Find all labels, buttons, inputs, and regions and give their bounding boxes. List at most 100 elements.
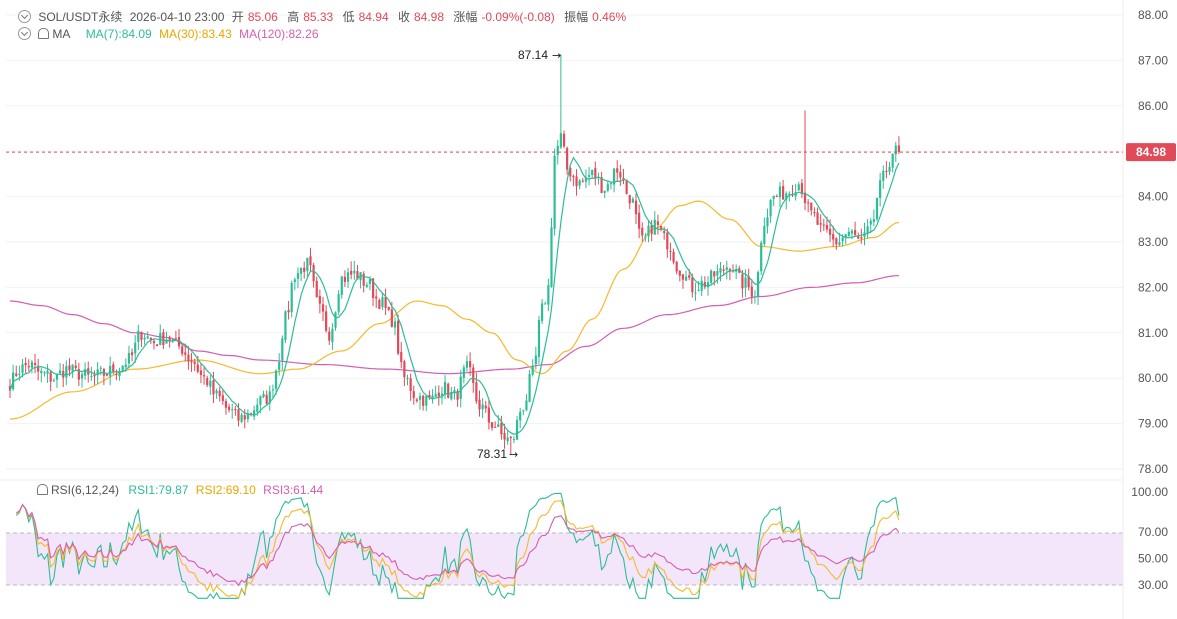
- candle-body: [134, 342, 137, 354]
- price-tick-label: 79.00: [1138, 417, 1168, 431]
- candle-body: [509, 436, 512, 439]
- ma7-line: [9, 156, 900, 435]
- candle-body: [725, 267, 728, 270]
- candle-body: [96, 369, 99, 376]
- candle-body: [475, 382, 478, 402]
- ma-indicator-name[interactable]: MA: [52, 27, 71, 41]
- candle-body: [835, 238, 838, 245]
- candle-body: [584, 177, 588, 182]
- candle-body: [678, 270, 681, 276]
- rsi-indicator-name[interactable]: RSI(6,12,24): [51, 483, 120, 497]
- chart-grid: [6, 14, 1123, 470]
- candle-body: [800, 183, 803, 195]
- candle-body: [46, 370, 49, 374]
- candle-body: [797, 184, 800, 191]
- candle-body: [187, 354, 190, 362]
- alert-bell-icon[interactable]: [37, 484, 48, 495]
- candle-body: [587, 175, 591, 177]
- svg-text:→: →: [552, 49, 561, 62]
- candle-body: [33, 362, 37, 366]
- candle-body: [168, 337, 171, 342]
- candle-body: [231, 409, 234, 411]
- ma120-line: [9, 275, 899, 375]
- candle-body: [531, 365, 534, 375]
- candle-body: [703, 282, 706, 287]
- candle-body: [356, 271, 359, 280]
- candle-body: [121, 365, 124, 372]
- price-tick-label: 80.00: [1138, 371, 1168, 385]
- chevron-down-icon[interactable]: [18, 27, 31, 40]
- candle-body: [879, 180, 882, 198]
- chevron-down-icon[interactable]: [18, 10, 31, 23]
- candle-body: [594, 168, 597, 179]
- candle-body: [694, 292, 697, 294]
- candle-body: [278, 362, 281, 370]
- rsi-tick-label: 100.00: [1131, 485, 1168, 499]
- candle-body: [8, 386, 12, 391]
- candle-body: [77, 369, 80, 380]
- ma30-legend: MA(30):83.43: [159, 27, 232, 41]
- candle-body: [350, 270, 353, 275]
- candle-body: [619, 172, 622, 178]
- candle-body: [237, 409, 240, 421]
- candle-body: [841, 237, 844, 242]
- candle-body: [234, 408, 237, 410]
- price-tick-label: 86.00: [1138, 99, 1168, 113]
- candle-body: [334, 312, 337, 328]
- candle-body: [462, 367, 465, 378]
- candle-body: [296, 273, 300, 279]
- candle-body: [315, 280, 318, 298]
- price-tick-label: 88.00: [1138, 8, 1168, 22]
- candle-body: [118, 371, 121, 376]
- candle-body: [753, 296, 757, 298]
- candle-body: [719, 268, 722, 273]
- candle-body: [872, 219, 875, 222]
- candle-body: [196, 364, 199, 372]
- candle-body: [785, 193, 788, 200]
- candles: [8, 54, 901, 455]
- candle-body: [609, 183, 613, 185]
- candle-body: [819, 223, 822, 225]
- price-tick-label: 84.00: [1138, 190, 1168, 204]
- min-price-label: 78.31 →: [477, 447, 518, 461]
- candle-body: [68, 365, 71, 371]
- candle-body: [156, 344, 159, 347]
- candle-body: [71, 364, 74, 372]
- candle-body: [130, 352, 134, 356]
- close-value: 84.98: [413, 10, 445, 24]
- candle-body: [882, 170, 885, 181]
- candle-body: [299, 267, 303, 274]
- candle-body: [897, 145, 901, 153]
- candle-body: [641, 227, 644, 236]
- alert-bell-icon[interactable]: [38, 28, 50, 39]
- candle-body: [850, 230, 854, 234]
- candle-body: [434, 394, 437, 397]
- candle-body: [190, 360, 193, 363]
- candle-body: [713, 271, 716, 277]
- candle-body: [775, 196, 778, 198]
- candle-body: [459, 376, 462, 399]
- candle-body: [152, 340, 156, 344]
- candle-body: [465, 361, 469, 368]
- candle-body: [541, 303, 544, 321]
- candle-body: [747, 276, 750, 288]
- open-value: 85.06: [247, 10, 278, 24]
- candle-body: [65, 366, 68, 378]
- candle-body: [647, 225, 650, 237]
- candle-body: [127, 353, 131, 364]
- candle-body: [656, 221, 660, 225]
- ma7-path: [9, 156, 900, 435]
- candle-body: [290, 283, 293, 313]
- price-tick-label: 78.00: [1138, 462, 1168, 476]
- candle-body: [362, 273, 365, 286]
- candle-body: [663, 231, 666, 234]
- candle-body: [177, 337, 181, 347]
- candle-body: [30, 361, 34, 368]
- candle-body: [456, 391, 459, 400]
- candle-body: [343, 276, 347, 282]
- candle-datetime: 2026-04-10 23:00: [129, 10, 225, 24]
- candle-body: [810, 202, 813, 211]
- candle-body: [274, 370, 278, 389]
- symbol-name[interactable]: SOL/USDT永续: [38, 10, 123, 24]
